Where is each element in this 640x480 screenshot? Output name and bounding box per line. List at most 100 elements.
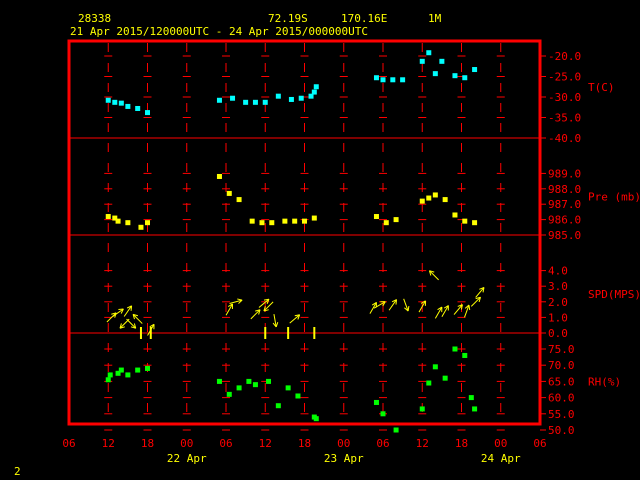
pressure-point [236,197,242,203]
panel-dividers [69,137,540,334]
temperature-point [243,99,249,105]
pressure-point [249,218,255,224]
wind-arrow-shaft [258,298,270,308]
wind-arrow-head [479,286,485,290]
temperature-point [311,89,317,95]
humidity-point [462,352,468,358]
wind-arrow-head [114,312,117,318]
wind-arrow-head [266,298,270,305]
wind-arrow [126,318,137,329]
wind-arrow-shaft [225,303,233,316]
pressure-point [393,217,399,223]
humidity-point [118,367,124,373]
humidity-point [115,370,121,376]
pressure-point [311,215,317,221]
x-tick-label: 06 [62,437,75,450]
humidity-tick-label: 70.0 [548,359,575,372]
wind-arrow-head [227,303,233,307]
wind-arrow-head [255,309,261,312]
wind-arrow-shaft [289,314,300,324]
wind-arrow-shaft [403,298,409,312]
temperature-tick-label: -20.0 [548,50,581,63]
wind-arrow-head [132,313,139,317]
wind-arrow-head [272,322,277,328]
wind-arrow [373,301,386,309]
temperature-tick-label: -30.0 [548,91,581,104]
wind-tick-label: 3.0 [548,280,568,293]
pressure-point [472,220,478,226]
wind-tick-label: 4.0 [548,265,568,278]
pressure-point [383,220,389,226]
wind-arrow-head [133,323,137,329]
humidity-point [393,427,399,433]
x-tick-label: 18 [141,437,154,450]
wind-arrow-shaft [132,314,143,324]
wind-arrow-shaft [123,305,133,317]
wind-arrow [132,313,143,324]
temperature-point [419,58,425,64]
wind-arrow-shaft [250,309,261,320]
wind-arrow-head [258,309,261,315]
wind-arrow-head [132,314,135,320]
pressure-point [216,173,222,179]
temperature-point [105,97,111,103]
pressure-point [105,214,111,220]
temperature-point [313,84,319,90]
wind-arrow [470,296,481,307]
pressure-point [419,198,425,204]
pressure-point [292,218,298,224]
pressure-point [442,197,448,203]
wind-arrow [434,306,443,319]
wind-arrow-head [149,323,155,328]
wind-arrow-head [126,305,132,309]
temperature-axis-label: T(C) [588,81,615,94]
footer-label: 2 [14,465,21,478]
wind-arrow-head [404,307,409,312]
wind-arrow [428,270,439,281]
humidity-point [426,380,432,386]
wind-arrow-shaft [470,296,481,307]
date-label: 24 Apr [481,452,521,465]
humidity-point [380,411,386,417]
temperature-point [125,103,131,109]
wind-arrow-head [275,322,279,328]
wind-arrow-shaft [126,318,137,329]
wind-arrow-head [118,308,124,311]
humidity-point [125,372,131,378]
wind-arrow-shaft [112,308,124,317]
x-tick-label: 00 [337,437,350,450]
wind-arrow [258,298,270,308]
pressure-point [282,218,288,224]
temperature-point [390,77,396,83]
wind-arrow [106,312,117,323]
x-tick-label: 12 [259,437,272,450]
humidity-point [442,375,448,381]
wind-arrow-head [263,306,266,312]
humidity-point [472,406,478,412]
pressure-point [115,218,121,224]
longitude: 170.16E [341,12,387,25]
wind-arrow-head [238,299,243,304]
humidity-tick-label: 75.0 [548,343,575,356]
wind-arrow [369,301,377,314]
wind-tick-label: 2.0 [548,296,568,309]
wind-arrow-shaft [434,306,443,319]
x-tick-label: 18 [455,437,468,450]
wind-arrow-shaft [229,299,243,304]
temperature-point [288,96,294,102]
temperature-point [400,77,406,83]
wind-arrow-head [420,300,426,304]
pressure-point [373,214,379,220]
humidity-tick-label: 55.0 [548,408,575,421]
temperature-point [452,73,458,79]
humidity-tick-label: 60.0 [548,392,575,405]
temperature-point [252,99,258,105]
pressure-point [259,220,265,226]
temperature-point [112,99,118,105]
pressure-point [432,192,438,198]
x-tick-label: 12 [416,437,429,450]
wind-arrow-head [460,304,463,310]
temperature-point [118,100,124,106]
wind-arrow [123,305,133,317]
